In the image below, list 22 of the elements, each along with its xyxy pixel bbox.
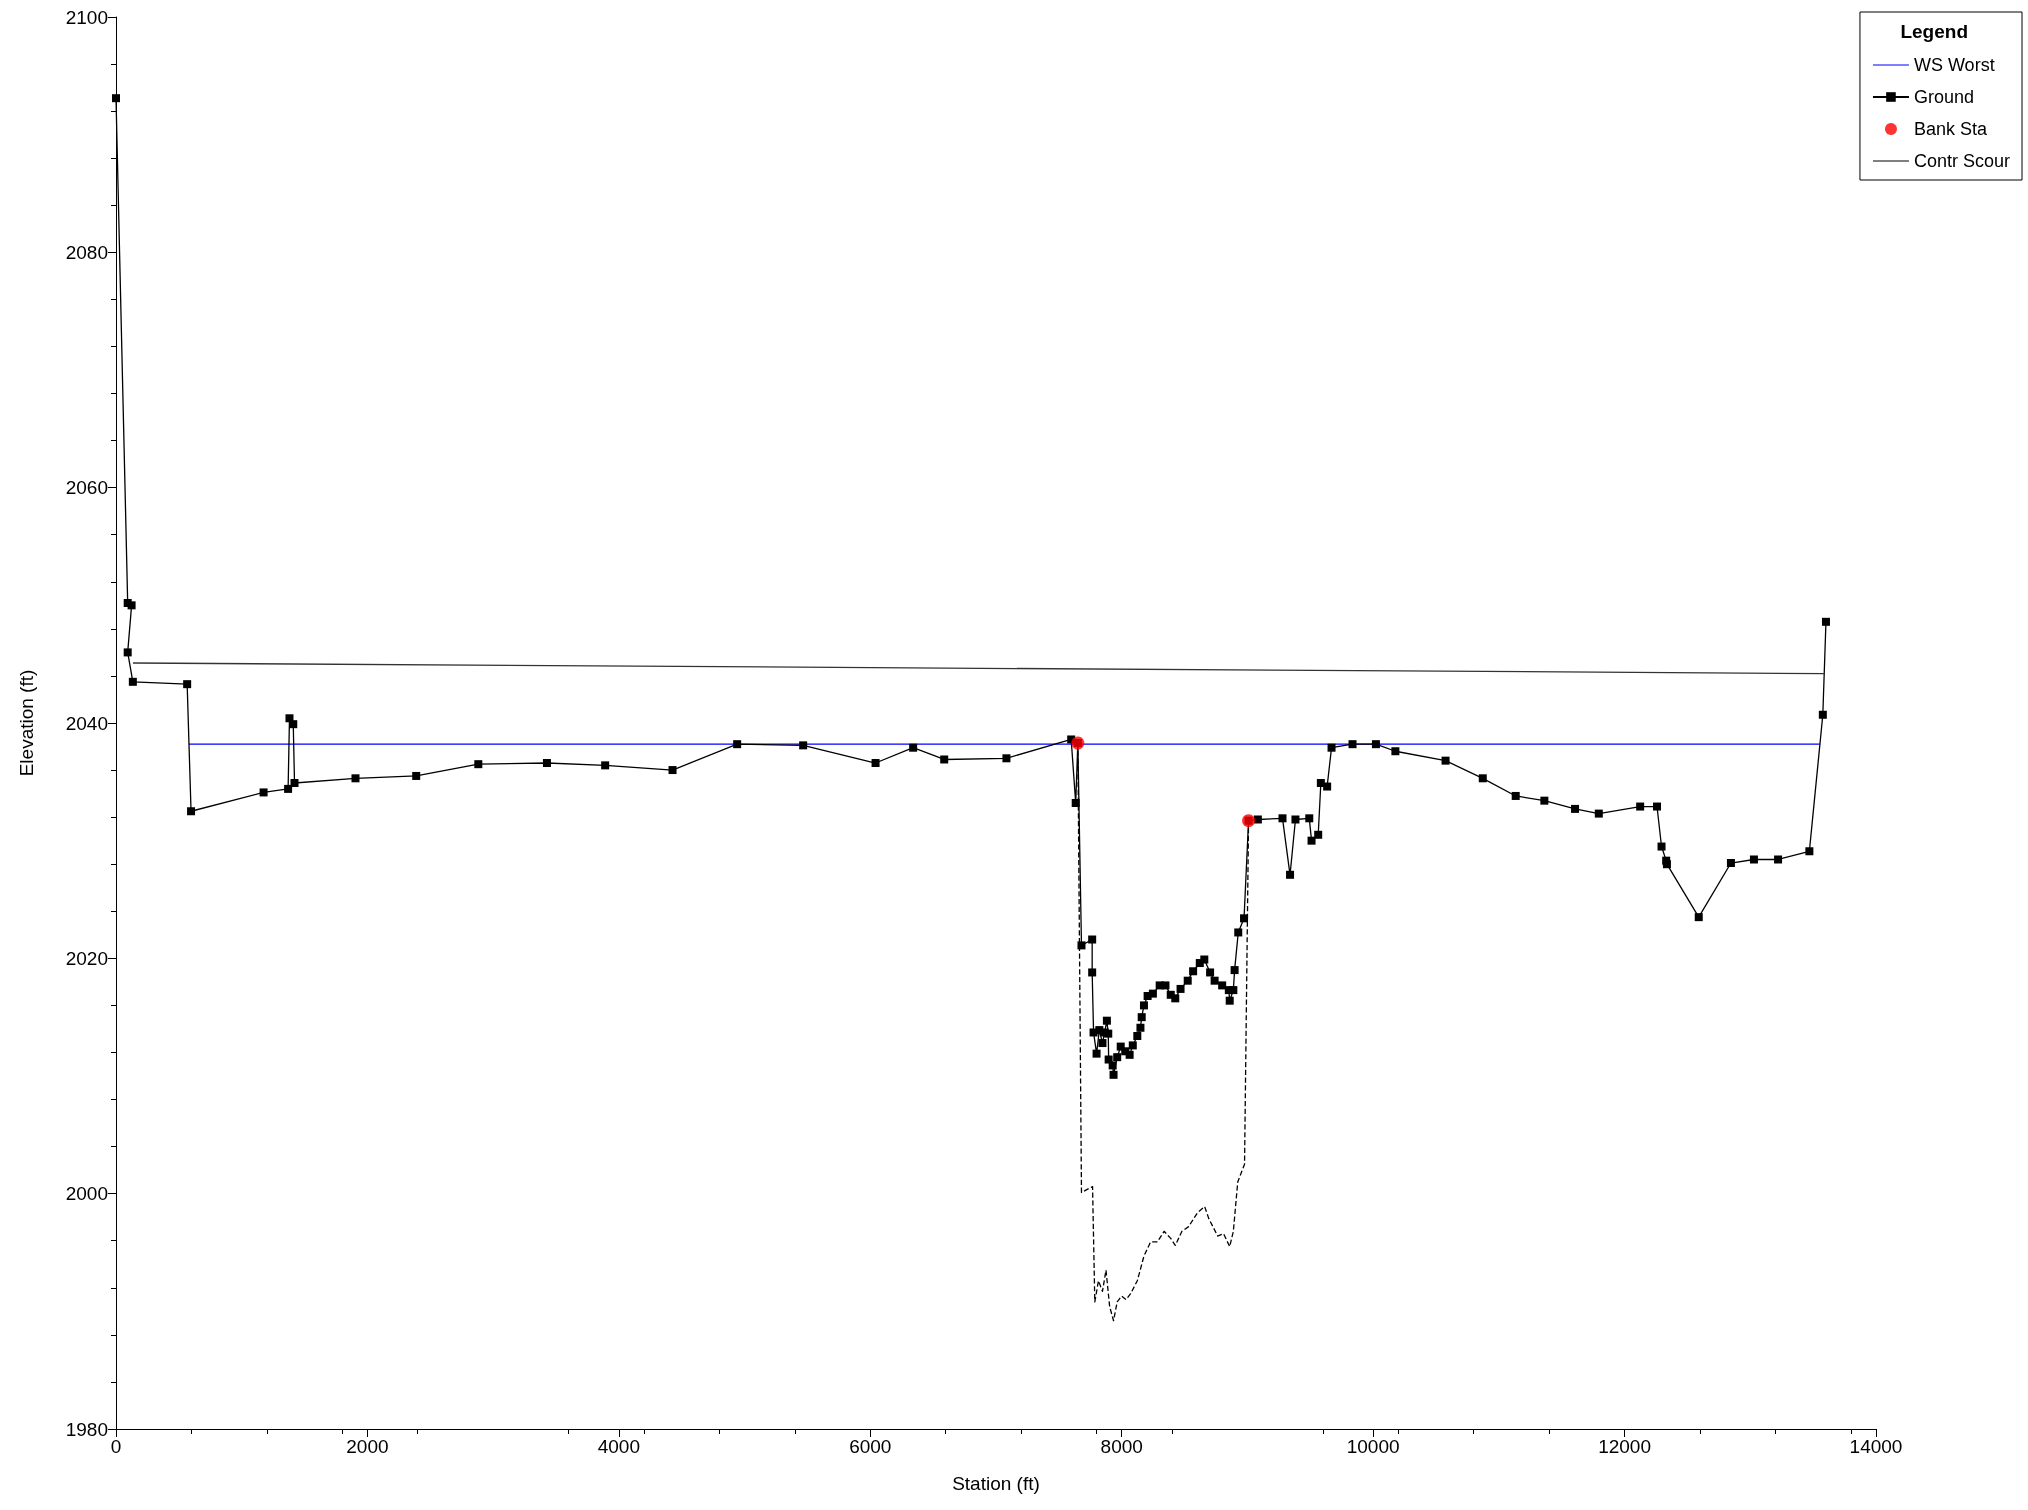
x-tick-label: 2000 bbox=[346, 1436, 389, 1457]
legend-title: Legend bbox=[1900, 21, 1968, 42]
y-tick-label: 2060 bbox=[65, 477, 108, 499]
x-tick-label: 8000 bbox=[1100, 1436, 1143, 1457]
x-tick-label: 10000 bbox=[1346, 1436, 1400, 1457]
x-tick-label: 6000 bbox=[849, 1436, 892, 1457]
x-tick-label: 12000 bbox=[1598, 1436, 1651, 1457]
y-tick-label: 2100 bbox=[65, 6, 108, 28]
legend-label: Bank Sta bbox=[1913, 119, 1988, 139]
y-tick-label: 2080 bbox=[65, 241, 108, 263]
x-axis-title: Station (ft) bbox=[952, 1473, 1040, 1494]
x-tick-label: 4000 bbox=[597, 1436, 640, 1457]
legend-label: Ground bbox=[1913, 87, 1975, 107]
legend-label: WS Worst bbox=[1913, 55, 1995, 75]
y-tick-label: 2000 bbox=[65, 1183, 108, 1205]
y-tick-label: 2040 bbox=[65, 712, 108, 734]
legend-label: Contr Scour bbox=[1913, 151, 2011, 171]
y-tick-label: 2020 bbox=[65, 947, 108, 969]
x-tick-label: 0 bbox=[110, 1436, 122, 1457]
y-axis-title: Elevation (ft) bbox=[16, 669, 37, 777]
x-tick-label: 14000 bbox=[1849, 1436, 1903, 1457]
y-tick-label: 1980 bbox=[65, 1418, 108, 1440]
